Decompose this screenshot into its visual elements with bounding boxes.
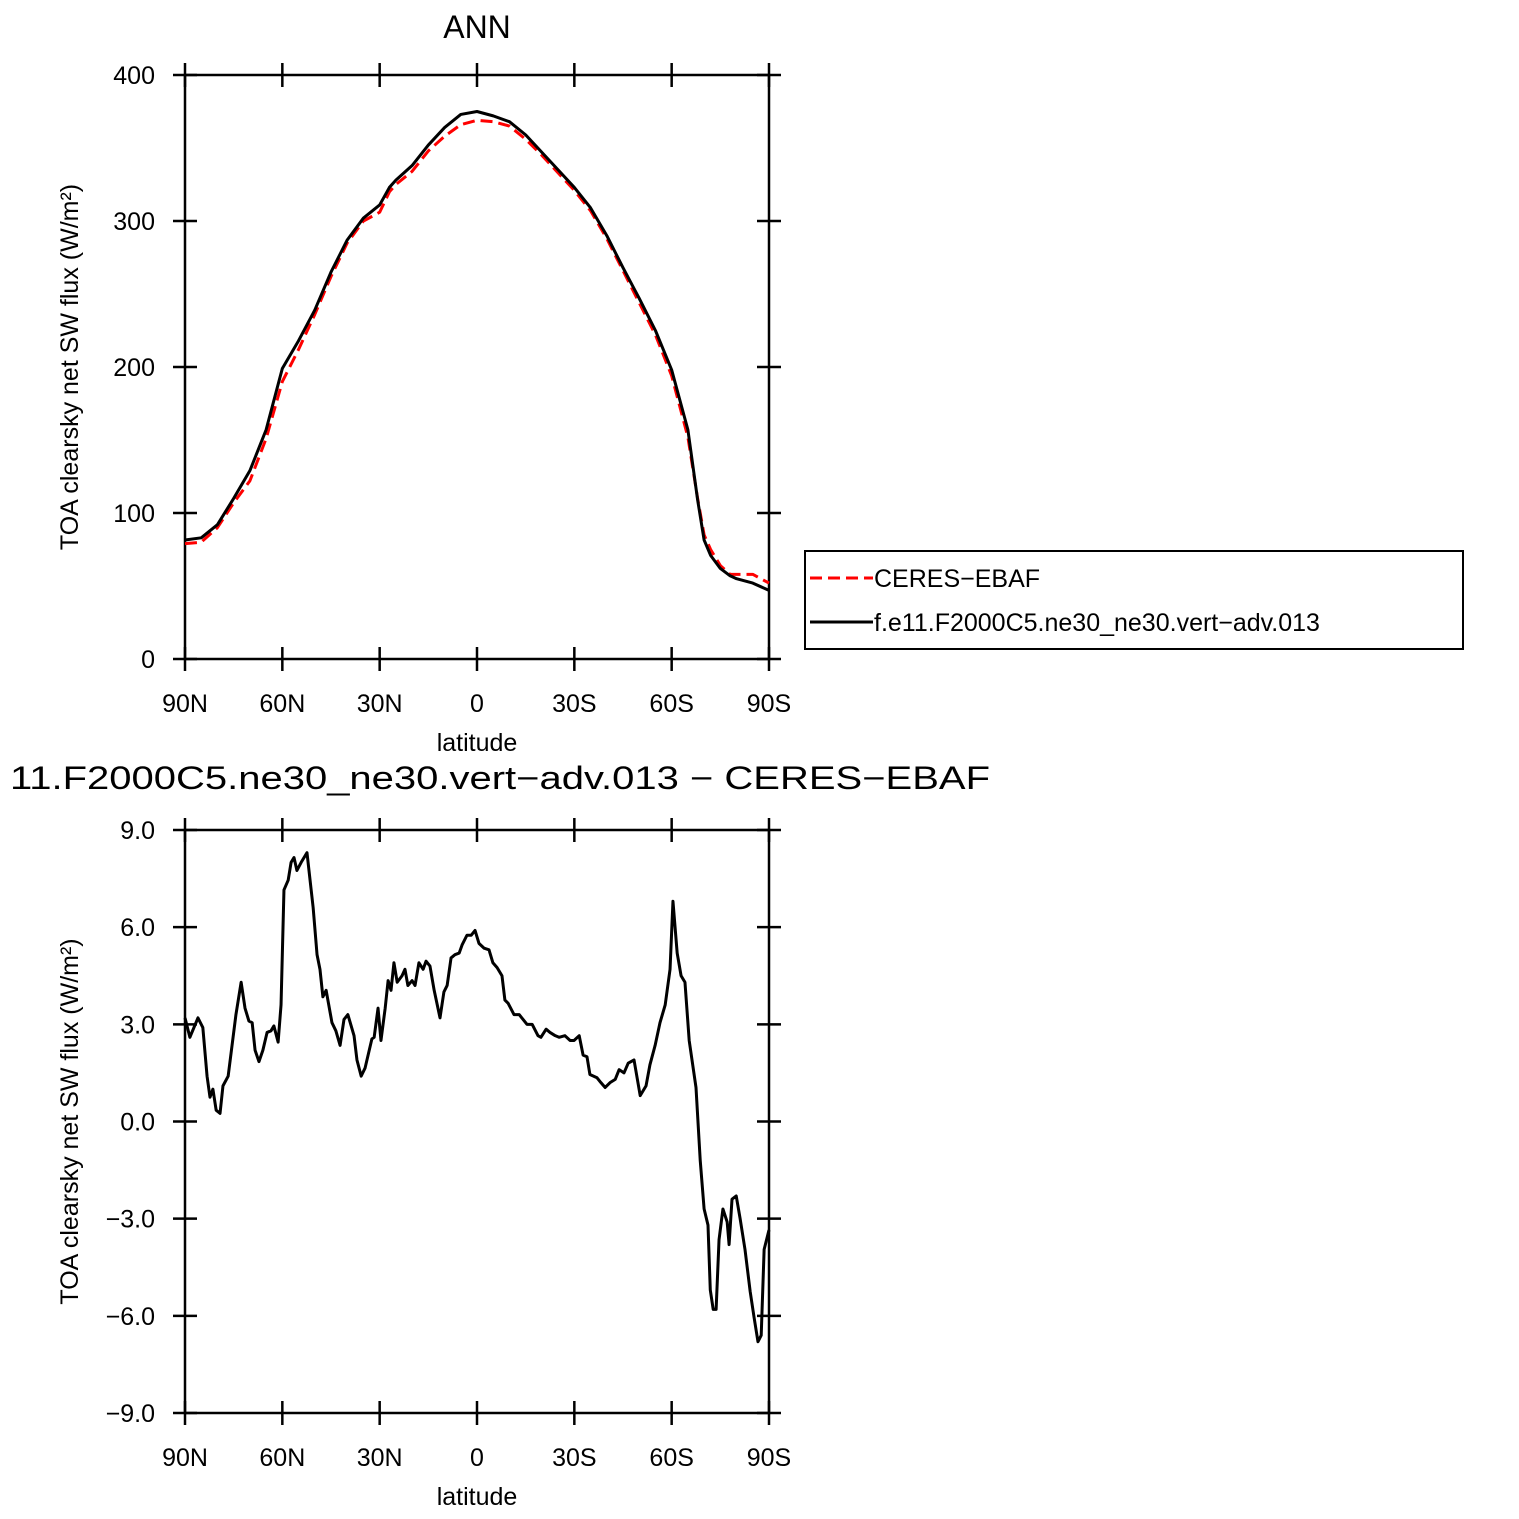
y-tick-label: 3.0 <box>120 1011 155 1039</box>
y-tick-label: −3.0 <box>106 1206 155 1234</box>
legend-label: CERES−EBAF <box>874 565 1040 593</box>
chart-title: ANN <box>443 9 511 45</box>
y-tick-label: 200 <box>113 354 155 382</box>
x-tick-label: 90N <box>162 1444 208 1472</box>
x-tick-label: 60S <box>649 1444 693 1472</box>
x-tick-label: 60N <box>259 690 305 718</box>
x-tick-label: 60S <box>649 690 693 718</box>
y-axis-label: TOA clearsky net SW flux (W/m²) <box>56 184 84 550</box>
legend-label: f.e11.F2000C5.ne30_ne30.vert−adv.013 <box>874 609 1320 637</box>
x-tick-label: 0 <box>470 690 484 718</box>
x-tick-label: 60N <box>259 1444 305 1472</box>
x-axis-label: latitude <box>437 1483 518 1511</box>
y-tick-label: 400 <box>113 62 155 90</box>
x-tick-label: 30S <box>552 690 596 718</box>
x-tick-label: 30N <box>357 1444 403 1472</box>
x-tick-label: 30S <box>552 1444 596 1472</box>
y-axis-label: TOA clearsky net SW flux (W/m²) <box>56 938 84 1304</box>
y-tick-label: −9.0 <box>106 1400 155 1428</box>
y-tick-label: 0.0 <box>120 1109 155 1137</box>
plot-frame <box>183 828 771 1415</box>
y-tick-label: 9.0 <box>120 817 155 845</box>
legend-box <box>804 550 1464 650</box>
y-tick-label: 100 <box>113 500 155 528</box>
x-tick-label: 90S <box>747 1444 791 1472</box>
y-tick-label: −6.0 <box>106 1303 155 1331</box>
chart-title: 11.F2000C5.ne30_ne30.vert−adv.013 − CERE… <box>10 760 990 796</box>
x-tick-label: 90N <box>162 690 208 718</box>
y-tick-label: 0 <box>141 646 155 674</box>
data-line <box>183 851 771 1344</box>
x-tick-label: 30N <box>357 690 403 718</box>
x-tick-label: 0 <box>470 1444 484 1472</box>
y-tick-label: 300 <box>113 208 155 236</box>
data-line <box>184 110 770 592</box>
x-tick-label: 90S <box>747 690 791 718</box>
data-line <box>184 118 770 585</box>
y-tick-label: 6.0 <box>120 914 155 942</box>
plot-frame <box>183 73 771 661</box>
x-axis-label: latitude <box>437 729 518 757</box>
